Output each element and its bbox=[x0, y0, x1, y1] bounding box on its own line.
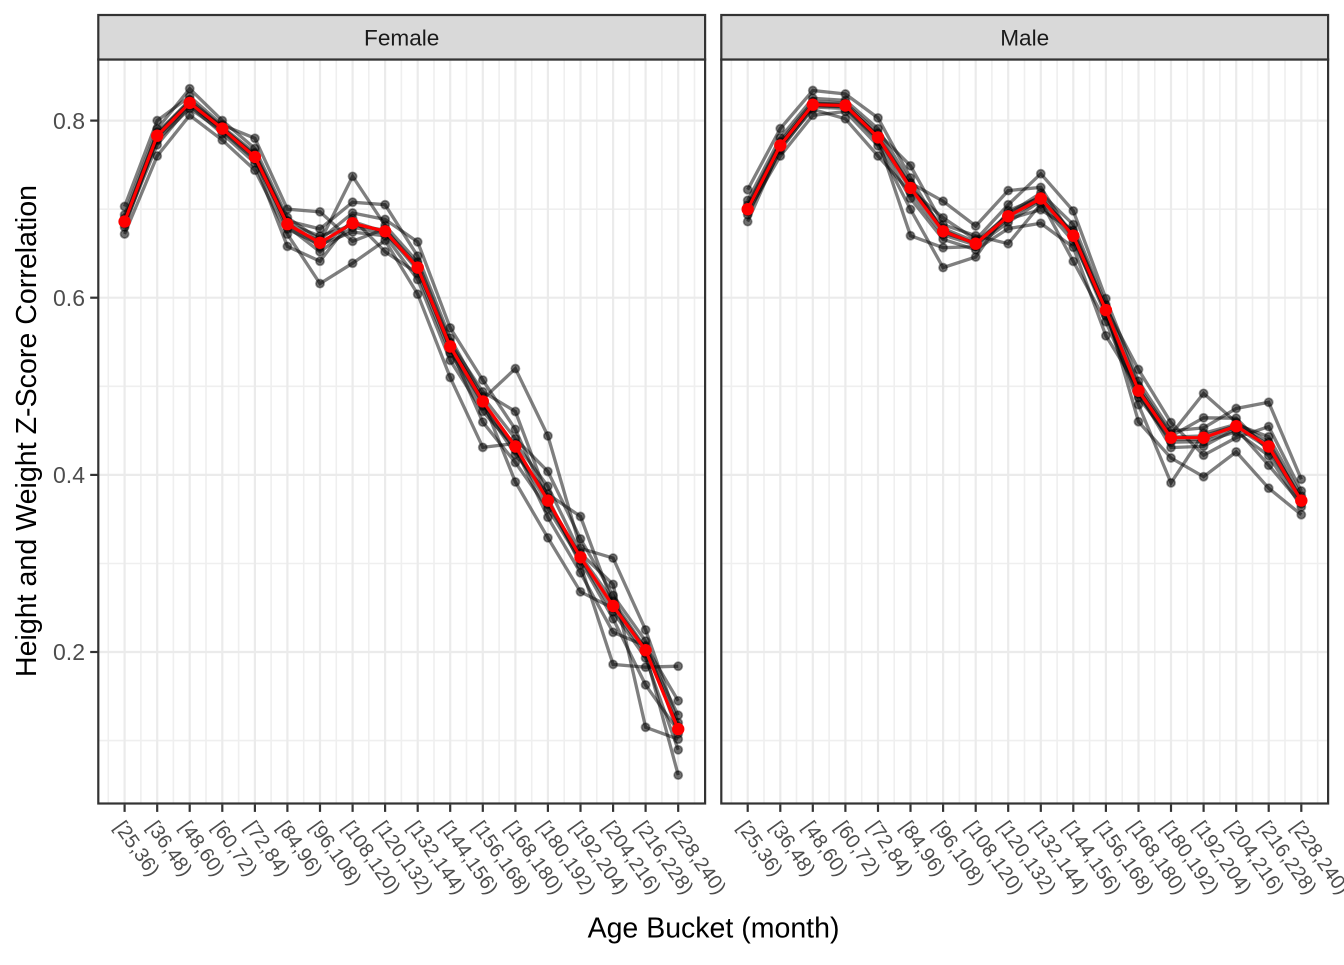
svg-text:0.2: 0.2 bbox=[53, 639, 85, 665]
svg-text:Age Bucket (month): Age Bucket (month) bbox=[588, 913, 840, 945]
svg-text:0.8: 0.8 bbox=[53, 108, 85, 134]
svg-text:Height and Weight Z-Score Corr: Height and Weight Z-Score Correlation bbox=[11, 185, 43, 677]
svg-text:Female: Female bbox=[364, 25, 439, 50]
svg-text:Male: Male bbox=[1000, 25, 1049, 50]
svg-text:0.6: 0.6 bbox=[53, 285, 85, 311]
svg-text:0.4: 0.4 bbox=[53, 462, 85, 488]
